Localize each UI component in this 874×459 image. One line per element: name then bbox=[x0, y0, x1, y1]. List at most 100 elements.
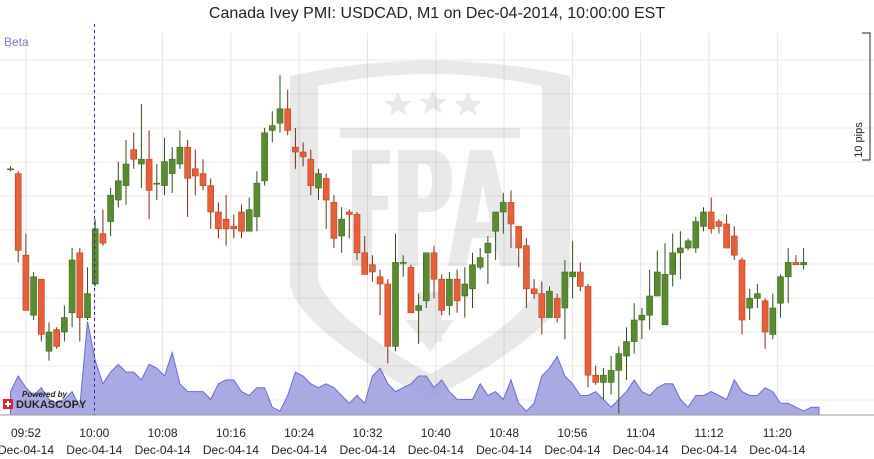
candle-body bbox=[476, 257, 484, 268]
candle bbox=[153, 164, 161, 200]
candle-body bbox=[192, 168, 199, 177]
candle-body bbox=[161, 161, 168, 186]
candle-body bbox=[523, 245, 530, 290]
x-tick-date: Dec-04-14 bbox=[476, 443, 532, 457]
candle bbox=[684, 238, 692, 251]
candle bbox=[746, 288, 754, 320]
candle bbox=[199, 159, 207, 191]
candle bbox=[546, 286, 553, 318]
x-tick-date: Dec-04-14 bbox=[339, 443, 395, 457]
candle-body bbox=[623, 341, 630, 357]
x-tick-time: 11:12 bbox=[694, 426, 723, 440]
candle-body bbox=[268, 125, 276, 131]
candle-body bbox=[322, 178, 330, 201]
candle-body bbox=[30, 276, 37, 316]
candle bbox=[53, 327, 61, 349]
candle-body bbox=[769, 307, 777, 335]
x-tick-time: 10:40 bbox=[421, 426, 451, 440]
candle bbox=[315, 168, 322, 200]
candle bbox=[515, 226, 523, 268]
candle-body bbox=[484, 242, 492, 254]
candle bbox=[107, 188, 114, 236]
candle bbox=[638, 308, 646, 340]
candle bbox=[623, 327, 630, 380]
candle bbox=[369, 255, 376, 282]
candle bbox=[453, 269, 461, 313]
x-tick-date: Dec-04-14 bbox=[681, 443, 737, 457]
candle bbox=[754, 284, 761, 308]
candle-body bbox=[84, 293, 91, 318]
brand-top-text: Powered by bbox=[22, 390, 67, 399]
candle-body bbox=[584, 286, 592, 376]
candle bbox=[91, 219, 99, 287]
candle-body bbox=[646, 295, 653, 316]
candle-body bbox=[261, 132, 268, 182]
candle bbox=[630, 303, 638, 354]
candle bbox=[276, 75, 284, 133]
candle bbox=[538, 281, 546, 335]
candle bbox=[615, 346, 623, 414]
candle bbox=[569, 240, 576, 299]
candle-body bbox=[730, 235, 738, 256]
x-tick-date: Dec-04-14 bbox=[749, 443, 805, 457]
x-tick-date: Dec-04-14 bbox=[613, 443, 669, 457]
candle-body bbox=[630, 319, 638, 342]
candle bbox=[738, 257, 746, 335]
candle-body bbox=[353, 214, 361, 254]
candle-body bbox=[576, 271, 584, 287]
x-tick-time: 10:56 bbox=[557, 426, 587, 440]
candle bbox=[345, 209, 353, 239]
candle bbox=[430, 245, 438, 299]
x-tick-date: Dec-04-14 bbox=[203, 443, 259, 457]
candle bbox=[769, 293, 777, 340]
candle-body bbox=[7, 168, 14, 171]
candle bbox=[245, 197, 253, 232]
x-tick-time: 11:20 bbox=[763, 426, 792, 440]
candle-body bbox=[392, 262, 399, 347]
x-tick-date: Dec-04-14 bbox=[66, 443, 122, 457]
x-tick-date: Dec-04-14 bbox=[408, 443, 464, 457]
candle bbox=[438, 274, 446, 316]
candle-body bbox=[723, 223, 730, 249]
candle bbox=[30, 272, 37, 320]
candle bbox=[399, 255, 407, 277]
candle bbox=[476, 248, 484, 270]
candle-body bbox=[68, 259, 76, 314]
candle-body bbox=[376, 276, 384, 285]
candle bbox=[122, 140, 130, 205]
candle-body bbox=[315, 173, 322, 189]
candle-body bbox=[469, 264, 476, 290]
candle bbox=[707, 197, 715, 234]
candle-body bbox=[76, 252, 84, 318]
candle-body bbox=[361, 252, 369, 275]
candle bbox=[176, 130, 184, 169]
candle bbox=[115, 161, 122, 208]
candle bbox=[7, 166, 14, 172]
x-tick-date: Dec-04-14 bbox=[544, 443, 600, 457]
candle bbox=[338, 207, 345, 253]
x-tick-time: 10:32 bbox=[352, 426, 382, 440]
pips-scale-label: 10 pips bbox=[853, 122, 865, 158]
x-tick-time: 10:08 bbox=[148, 426, 178, 440]
candle bbox=[14, 171, 22, 263]
candle bbox=[138, 104, 145, 188]
candle bbox=[407, 264, 415, 314]
candle bbox=[284, 89, 292, 136]
candle bbox=[461, 267, 469, 318]
candle bbox=[507, 190, 515, 248]
candle-body bbox=[677, 247, 684, 254]
candle-body bbox=[561, 271, 569, 309]
candle-body bbox=[461, 283, 469, 297]
candle-body bbox=[168, 158, 176, 174]
candle-body bbox=[507, 202, 515, 225]
candle-body bbox=[215, 211, 222, 230]
candle bbox=[484, 236, 492, 284]
candle bbox=[792, 255, 800, 266]
candle-body bbox=[330, 202, 338, 239]
candle bbox=[607, 356, 615, 395]
candle-body bbox=[446, 278, 453, 306]
candle bbox=[646, 269, 653, 330]
candle bbox=[192, 149, 199, 196]
candle bbox=[168, 147, 176, 193]
